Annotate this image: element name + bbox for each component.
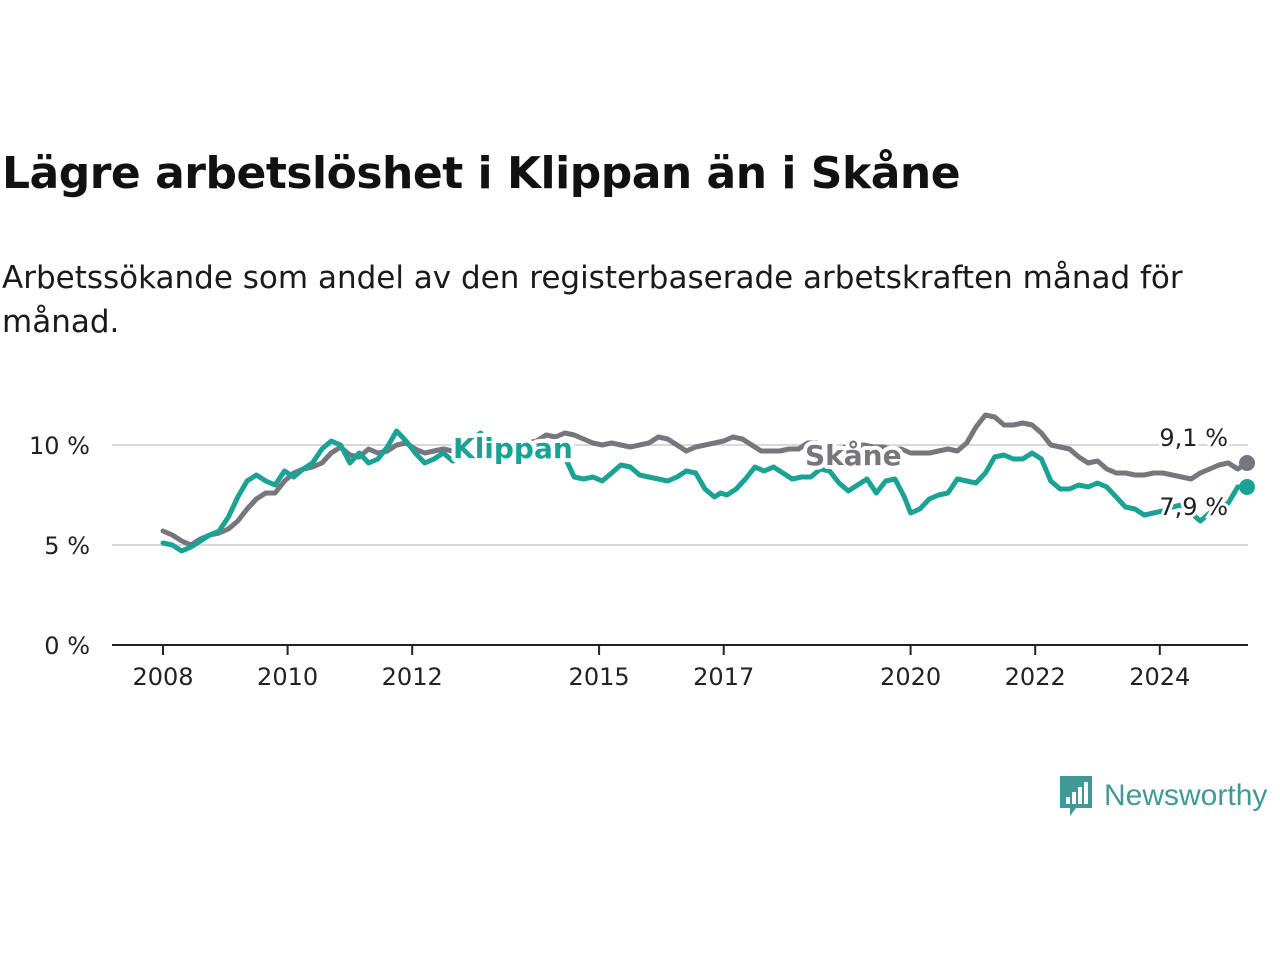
line-chart: 0 % 5 % 10 % 2008 2010 2012 2015 2017 2020 2022 20…: [29, 412, 1256, 691]
chart-title: Lägre arbetslöshet i Klippan än i Skåne: [2, 148, 961, 199]
chart-subtitle: Arbetssökande som andel av den registerb…: [2, 260, 1183, 340]
brand-name: Newsworthy: [1104, 779, 1268, 812]
x-tick-label: 2015: [569, 663, 630, 691]
series-line-skane: [160, 412, 1250, 548]
x-tick-label: 2012: [382, 663, 443, 691]
series-label-skane: Skåne: [805, 439, 902, 472]
end-point-skane: [1239, 455, 1256, 471]
x-tick-label: 2017: [693, 663, 754, 691]
series-line-klippan: [160, 428, 1250, 554]
x-tick-label: 2010: [257, 663, 318, 691]
end-value-label: 7,9 %: [1159, 493, 1228, 521]
series-label-klippan: Klippan: [453, 432, 573, 465]
x-tick-label: 2020: [880, 663, 941, 691]
y-tick-label: 5 %: [44, 532, 90, 560]
newsworthy-logo-icon: [1060, 776, 1092, 816]
y-tick-label: 10 %: [29, 432, 90, 460]
x-tick-label: 2024: [1129, 663, 1190, 691]
end-point-klippan: [1239, 479, 1256, 495]
gridlines: [112, 444, 1248, 546]
axes: [112, 644, 1248, 655]
y-tick-label: 0 %: [44, 632, 90, 660]
end-value-label: 9,1 %: [1159, 424, 1228, 452]
series: [160, 412, 1256, 554]
labels: 0 % 5 % 10 % 2008 2010 2012 2015 2017 2020 2022 20…: [29, 421, 1231, 691]
x-tick-label: 2022: [1005, 663, 1066, 691]
brand-logo[interactable]: Newsworthy: [1058, 774, 1267, 818]
x-tick-label: 2008: [132, 663, 193, 691]
